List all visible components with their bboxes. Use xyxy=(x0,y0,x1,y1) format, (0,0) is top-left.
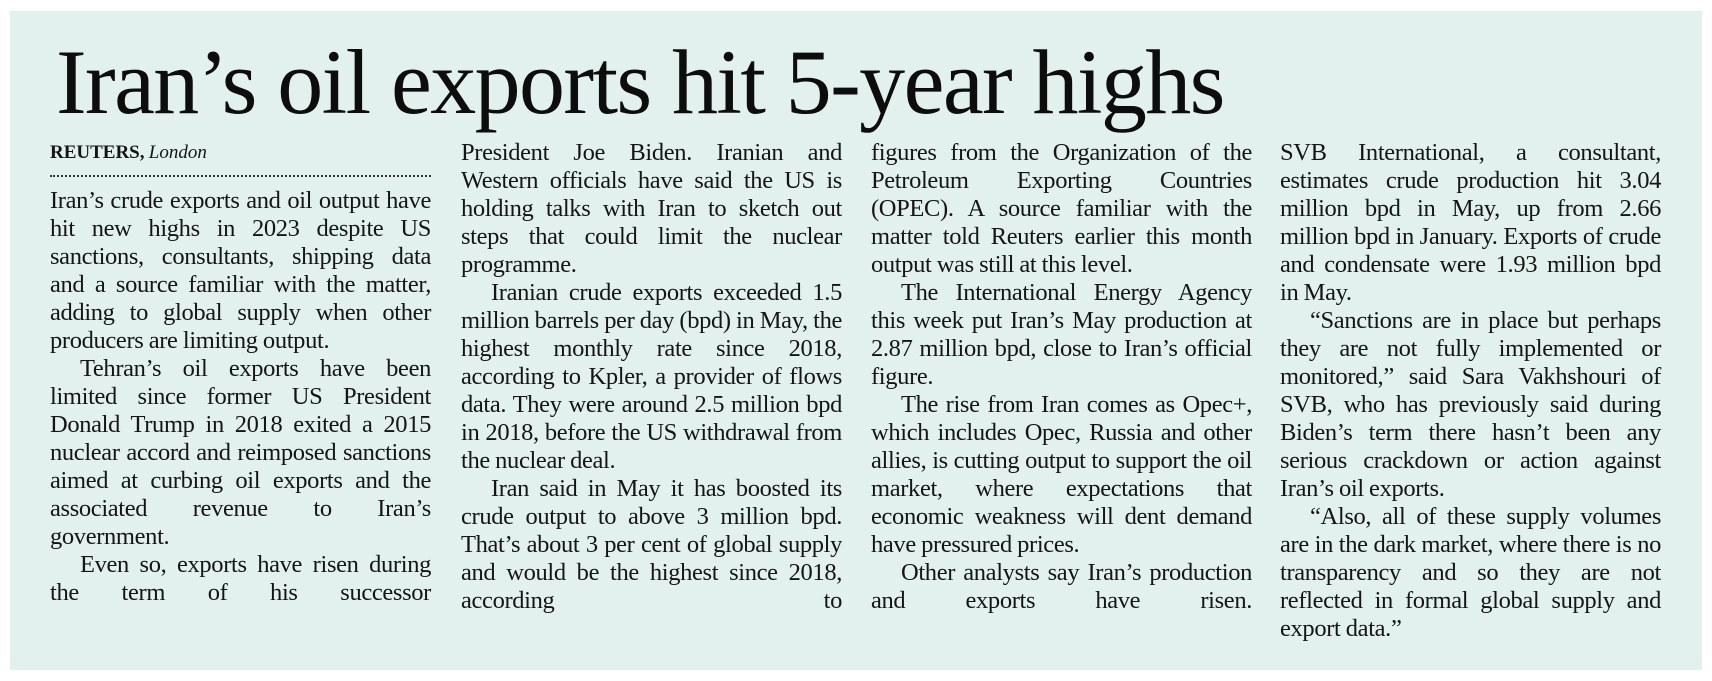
dotted-rule xyxy=(50,175,431,177)
paragraph: “Sanctions are in place but perhaps they… xyxy=(1280,307,1661,502)
column-2: President Joe Biden. Iranian and Western… xyxy=(461,139,842,615)
paragraph: Iran’s crude exports and oil output have… xyxy=(50,187,431,354)
headline: Iran’s oil exports hit 5-year highs xyxy=(56,31,1225,133)
paragraph: “Also, all of these supply volumes are i… xyxy=(1280,503,1661,642)
paragraph: Other analysts say Iran’s production and… xyxy=(871,559,1252,614)
paragraph: Iranian crude exports exceeded 1.5 milli… xyxy=(461,279,842,474)
paragraph: The International Energy Agency this wee… xyxy=(871,279,1252,390)
paragraph: Tehran’s oil exports have been limited s… xyxy=(50,355,431,550)
byline: REUTERS, London xyxy=(50,139,431,167)
byline-location: London xyxy=(148,142,207,163)
paragraph: SVB International, a consultant, estimat… xyxy=(1280,139,1661,306)
column-3: figures from the Organization of the Pet… xyxy=(871,139,1252,615)
paragraph: Even so, exports have risen during the t… xyxy=(50,551,431,606)
paragraph: figures from the Organization of the Pet… xyxy=(871,139,1252,278)
article-panel: Iran’s oil exports hit 5-year highs xyxy=(10,11,1702,670)
paragraph: The rise from Iran comes as Opec+, which… xyxy=(871,391,1252,558)
column-4: SVB International, a consultant, estimat… xyxy=(1280,139,1661,643)
byline-agency: REUTERS, xyxy=(50,142,145,163)
paragraph: Iran said in May it has boosted its crud… xyxy=(461,475,842,614)
column-1: REUTERS, London Iran’s crude exports and… xyxy=(50,139,431,607)
paragraph: President Joe Biden. Iranian and Western… xyxy=(461,139,842,278)
